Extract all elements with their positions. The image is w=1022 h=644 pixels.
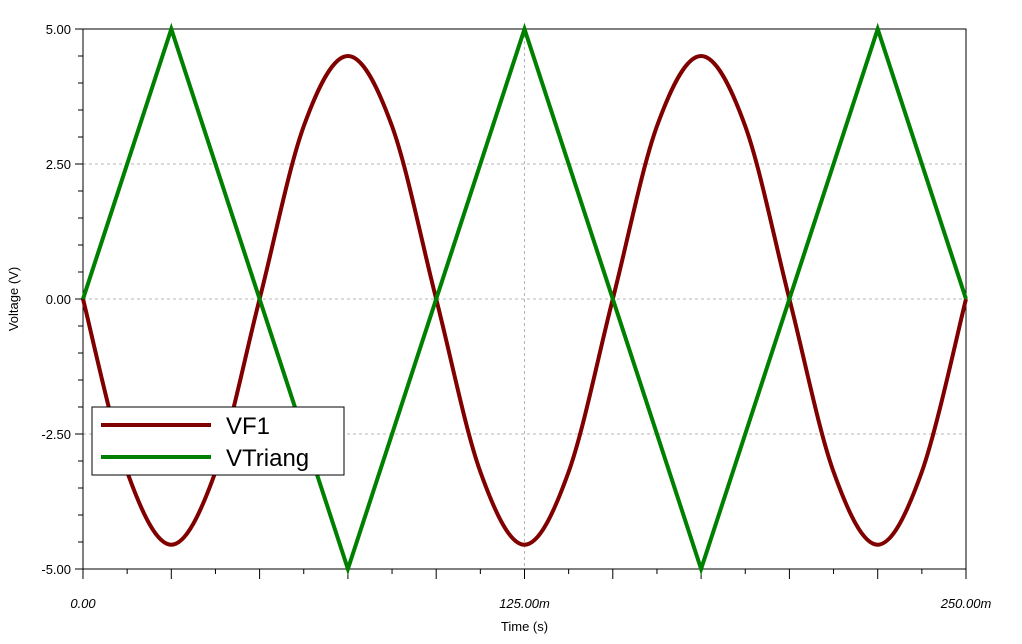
y-tick-label: 0.00 — [46, 292, 71, 307]
x-axis-label: Time (s) — [501, 619, 548, 634]
x-tick-label: 125.00m — [499, 596, 550, 611]
series-line-vtriang — [81, 22, 968, 576]
grid — [82, 28, 967, 570]
legend-label-vtriang: VTriang — [226, 445, 309, 472]
legend-box — [91, 406, 345, 476]
legend-label-vf1: VF1 — [226, 413, 270, 440]
y-tick-label: 2.50 — [46, 157, 71, 172]
y-tick-label: -5.00 — [41, 562, 71, 577]
tick-labels: 5.00 2.50 0.00 -2.50 -5.00 0.00 125.00m 250.00m — [41, 22, 991, 611]
y-tick-label: -2.50 — [41, 427, 71, 442]
x-tick-label: 0.00 — [70, 596, 96, 611]
axis-ticks — [75, 28, 967, 579]
legend: VF1 VTriang — [91, 406, 345, 476]
y-axis-label: Voltage (V) — [6, 267, 21, 331]
y-tick-label: 5.00 — [46, 22, 71, 37]
x-tick-label: 250.00m — [940, 596, 992, 611]
